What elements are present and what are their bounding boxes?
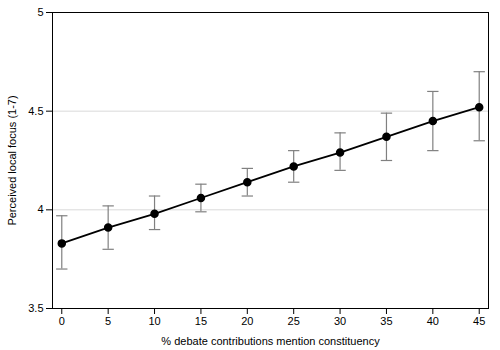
svg-text:40: 40 [427,315,439,327]
svg-text:3.5: 3.5 [28,302,43,314]
svg-text:45: 45 [473,315,485,327]
svg-text:20: 20 [241,315,253,327]
svg-text:10: 10 [148,315,160,327]
svg-text:4: 4 [37,203,43,215]
svg-text:30: 30 [334,315,346,327]
svg-text:25: 25 [288,315,300,327]
svg-text:0: 0 [59,315,65,327]
svg-text:4.5: 4.5 [28,105,43,117]
svg-text:5: 5 [105,315,111,327]
svg-text:15: 15 [195,315,207,327]
svg-text:Perceived local focus (1-7): Perceived local focus (1-7) [6,95,18,225]
svg-text:% debate contributions mention: % debate contributions mention constitue… [161,335,380,347]
svg-text:35: 35 [380,315,392,327]
svg-text:5: 5 [37,6,43,18]
